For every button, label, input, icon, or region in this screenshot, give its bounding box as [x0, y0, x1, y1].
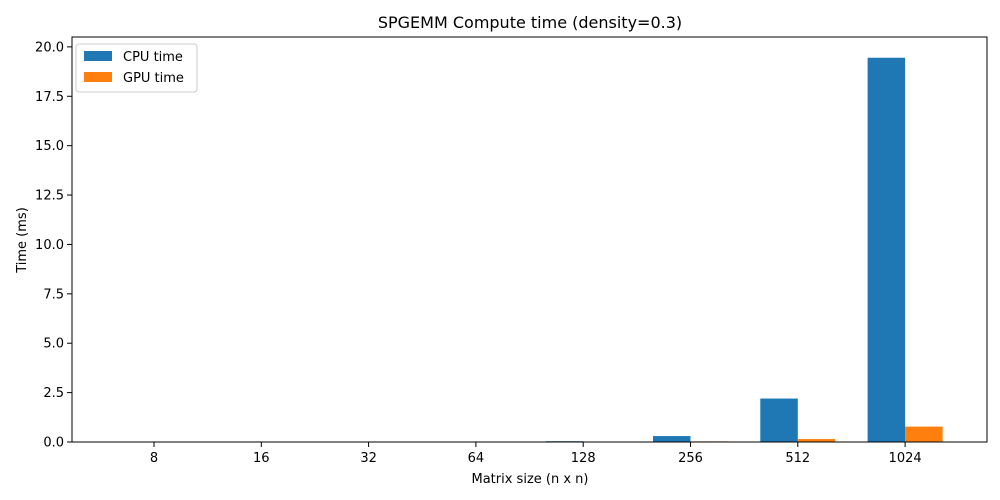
x-tick-label: 32: [360, 451, 377, 466]
bar-gpu-time-512: [797, 439, 836, 442]
x-tick-label: 256: [678, 451, 703, 466]
y-tick-label: 2.5: [43, 386, 64, 401]
legend-swatch-cpu-time: [84, 51, 112, 61]
bar-gpu-time-1024: [905, 426, 943, 442]
legend: CPU time GPU time: [75, 43, 198, 93]
x-tick-label: 8: [150, 451, 158, 466]
y-tick-label: 17.5: [35, 90, 64, 105]
x-tick-label: 512: [785, 451, 810, 466]
x-tick-label: 1024: [889, 451, 922, 466]
y-tick-label: 15.0: [35, 139, 64, 154]
y-tick-label: 0.0: [43, 436, 64, 451]
x-tick-label: 16: [253, 451, 270, 466]
y-tick-label: 7.5: [43, 287, 64, 302]
y-axis-label: Time (ms): [15, 207, 30, 274]
y-tick-label: 10.0: [35, 238, 64, 253]
x-tick-label: 64: [468, 451, 485, 466]
x-axis-ticks: 8 16 32 64 128 256 512 1024: [150, 442, 922, 466]
bar-cpu-time-1024: [867, 57, 906, 443]
legend-label-gpu-time: GPU time: [123, 71, 184, 86]
y-tick-label: 5.0: [43, 337, 64, 352]
bar-cpu-time-256: [653, 436, 691, 442]
legend-swatch-gpu-time: [84, 72, 112, 82]
x-tick-label: 128: [571, 451, 596, 466]
y-axis-ticks: 0.0 2.5 5.0 7.5 10.0 12.5 15.0 17.5 20.0: [35, 40, 72, 451]
chart-title: SPGEMM Compute time (density=0.3): [378, 13, 682, 32]
legend-label-cpu-time: CPU time: [123, 50, 183, 65]
axes-frame: [71, 36, 988, 443]
y-tick-label: 20.0: [35, 40, 64, 55]
bar-cpu-time-512: [760, 398, 798, 442]
x-axis-label: Matrix size (n x n): [472, 472, 589, 487]
y-tick-label: 12.5: [35, 189, 64, 204]
